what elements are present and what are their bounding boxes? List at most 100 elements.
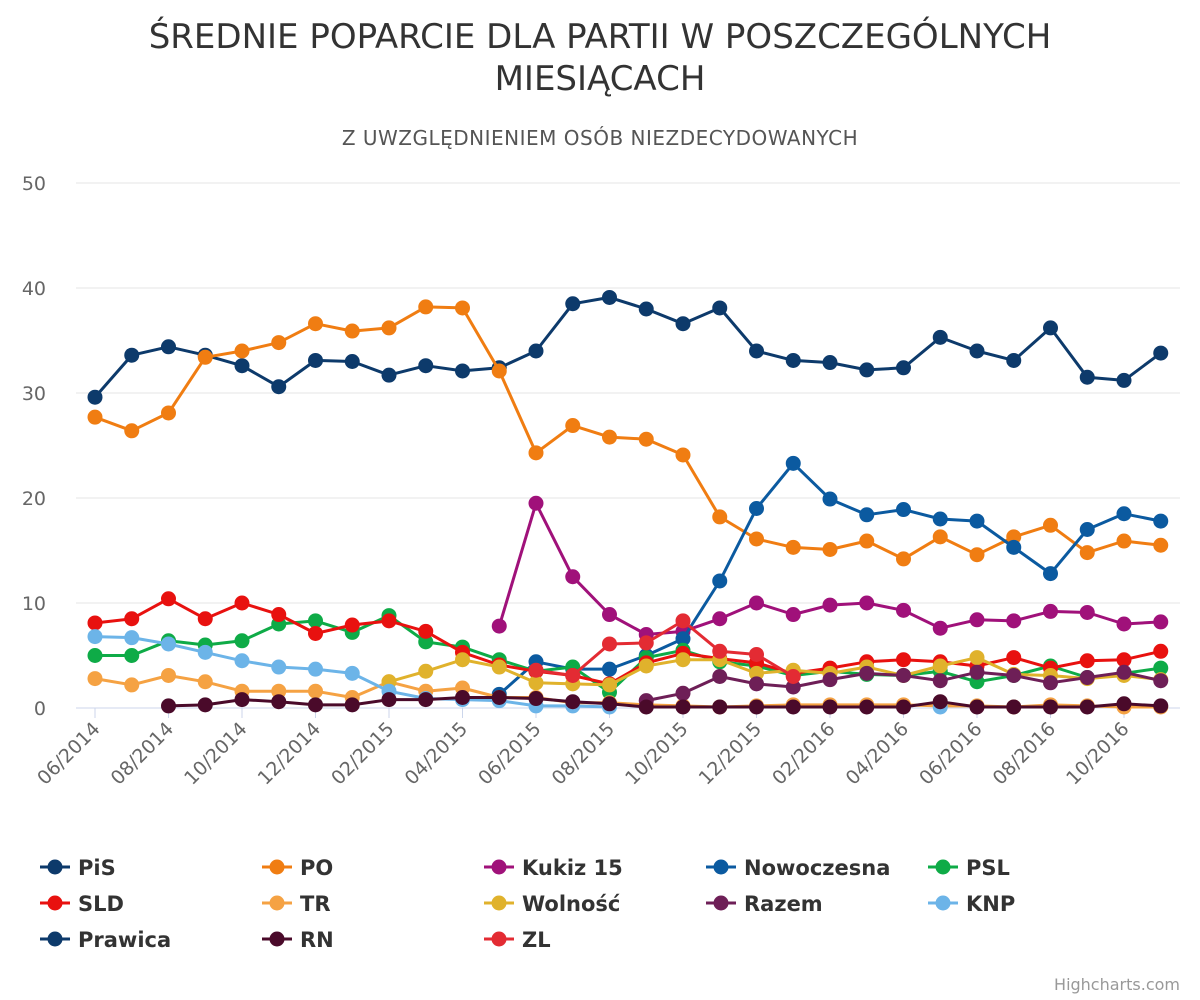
data-point[interactable] [1116,616,1132,632]
data-point[interactable] [234,595,250,611]
data-point[interactable] [1079,522,1095,537]
data-point[interactable] [344,617,360,633]
data-point[interactable] [1116,652,1132,668]
data-point[interactable] [749,343,764,359]
data-point[interactable] [712,611,728,627]
data-point[interactable] [859,507,875,523]
series-kukiz-15[interactable] [491,495,1169,642]
data-point[interactable] [234,692,250,708]
data-point[interactable] [565,694,581,710]
data-point[interactable] [602,289,617,305]
data-point[interactable] [528,675,544,691]
data-point[interactable] [675,447,691,463]
data-point[interactable] [418,299,434,315]
data-point[interactable] [381,613,397,629]
data-point[interactable] [602,636,617,652]
data-point[interactable] [455,300,470,316]
data-point[interactable] [528,445,544,461]
data-point[interactable] [528,495,544,511]
data-point[interactable] [896,667,911,683]
data-point[interactable] [491,659,507,675]
data-point[interactable] [932,694,948,710]
data-point[interactable] [455,690,470,705]
data-point[interactable] [1043,566,1058,582]
data-point[interactable] [969,650,985,666]
data-point[interactable] [197,697,213,713]
data-point[interactable] [675,631,691,647]
data-point[interactable] [234,343,250,359]
legend-item[interactable]: Razem [706,892,823,916]
legend-item[interactable]: ZL [484,928,551,952]
series-nowoczesna[interactable] [491,455,1169,702]
data-point[interactable] [1006,529,1022,545]
data-point[interactable] [381,320,397,336]
data-point[interactable] [1006,699,1022,715]
data-point[interactable] [528,343,544,359]
data-point[interactable] [1079,604,1095,620]
data-point[interactable] [418,358,434,374]
data-point[interactable] [1153,673,1169,689]
data-point[interactable] [749,665,764,681]
data-point[interactable] [749,501,764,516]
data-point[interactable] [969,343,985,359]
data-point[interactable] [712,300,728,316]
data-point[interactable] [344,697,360,713]
data-point[interactable] [785,679,801,695]
data-point[interactable] [1153,614,1169,630]
series-pis[interactable] [87,289,1169,405]
data-point[interactable] [87,409,103,425]
data-point[interactable] [308,352,323,368]
data-point[interactable] [822,699,838,715]
data-point[interactable] [234,633,250,649]
data-point[interactable] [418,692,434,708]
data-point[interactable] [491,363,507,379]
data-point[interactable] [1079,545,1095,561]
data-point[interactable] [638,431,654,447]
data-point[interactable] [969,612,985,628]
data-point[interactable] [932,529,948,545]
data-point[interactable] [859,533,875,549]
data-point[interactable] [969,664,985,680]
data-point[interactable] [785,539,801,555]
data-point[interactable] [161,339,176,355]
data-point[interactable] [271,335,287,351]
data-point[interactable] [491,690,507,705]
data-point[interactable] [124,423,140,439]
data-point[interactable] [381,692,397,708]
data-point[interactable] [822,541,838,557]
data-point[interactable] [344,323,360,339]
legend-item[interactable]: SLD [40,892,124,916]
data-point[interactable] [1116,506,1132,522]
data-point[interactable] [896,502,911,518]
data-point[interactable] [161,591,176,607]
data-point[interactable] [896,551,911,567]
series-po[interactable] [87,299,1169,567]
data-point[interactable] [381,367,397,383]
data-point[interactable] [1006,667,1022,683]
data-point[interactable] [308,316,323,332]
data-point[interactable] [271,683,287,699]
data-point[interactable] [785,352,801,368]
data-point[interactable] [197,611,213,627]
data-point[interactable] [712,573,728,589]
data-point[interactable] [602,429,617,445]
data-point[interactable] [1043,517,1058,533]
data-point[interactable] [749,531,764,547]
data-point[interactable] [234,358,250,374]
data-point[interactable] [675,699,691,715]
legend-item[interactable]: RN [262,928,334,952]
data-point[interactable] [418,634,434,650]
data-point[interactable] [1116,696,1132,712]
data-point[interactable] [308,661,323,677]
data-point[interactable] [565,418,581,434]
data-point[interactable] [271,607,287,623]
legend-item[interactable]: KNP [928,892,1015,916]
data-point[interactable] [1153,643,1169,659]
credits-link[interactable]: Highcharts.com [1054,975,1180,994]
data-point[interactable] [602,607,617,623]
data-point[interactable] [1079,369,1095,385]
data-point[interactable] [124,648,140,663]
data-point[interactable] [859,665,875,681]
data-point[interactable] [822,355,838,371]
data-point[interactable] [308,613,323,629]
